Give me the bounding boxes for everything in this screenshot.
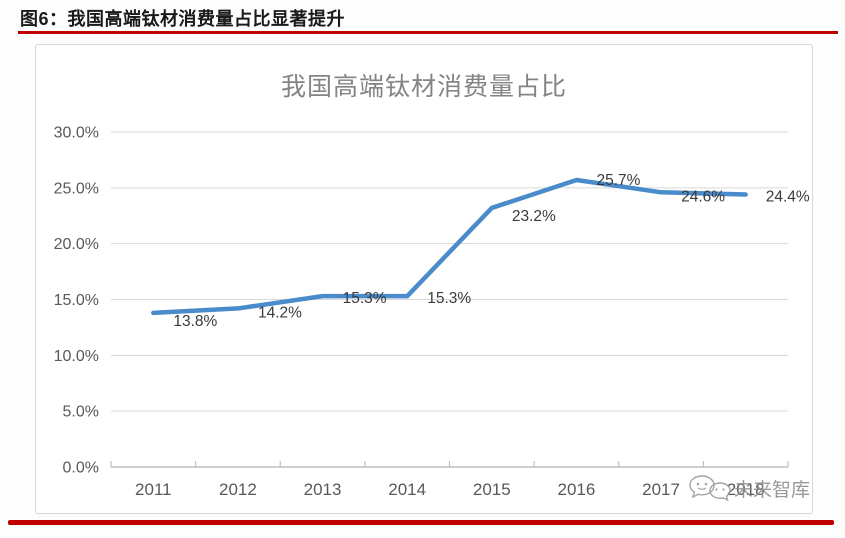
y-tick-label: 0.0% (63, 460, 99, 477)
x-tick-label: 2011 (135, 480, 172, 499)
x-tick-label: 2017 (642, 480, 680, 499)
x-tick-label: 2015 (473, 480, 511, 499)
data-label: 24.6% (681, 188, 725, 205)
chart-panel: 30.0% 25.0% 20.0% 15.0% 10.0% 5.0% 0.0% 2011 201… (35, 44, 813, 514)
figure-caption: 图6：我国高端钛材消费量占比显著提升 (20, 9, 346, 29)
line-chart: 30.0% 25.0% 20.0% 15.0% 10.0% 5.0% 0.0% 2011 201… (54, 125, 810, 500)
x-tick-label: 2018 (727, 480, 765, 499)
data-label: 15.3% (343, 290, 387, 307)
x-tick-label: 2014 (388, 480, 426, 499)
x-tick-label: 2012 (219, 480, 257, 499)
x-tick-label: 2016 (558, 480, 596, 499)
y-tick-label: 30.0% (54, 125, 99, 142)
y-tick-label: 25.0% (54, 180, 99, 197)
y-tick-label: 20.0% (54, 236, 99, 253)
x-tick-label: 2013 (304, 480, 342, 499)
data-label: 13.8% (173, 313, 217, 330)
chart-title: 我国高端钛材消费量占比 (280, 73, 567, 101)
y-tick-label: 10.0% (54, 348, 99, 365)
y-tick-label: 5.0% (63, 404, 99, 421)
footer-rule (8, 520, 834, 525)
data-label: 25.7% (596, 172, 640, 189)
caption-underline-rule (18, 31, 838, 34)
data-label: 15.3% (427, 290, 471, 307)
data-label: 14.2% (258, 304, 302, 321)
data-series-line (151, 177, 748, 316)
data-label: 23.2% (512, 208, 556, 225)
data-label: 24.4% (766, 189, 810, 206)
y-tick-label: 15.0% (54, 292, 99, 309)
